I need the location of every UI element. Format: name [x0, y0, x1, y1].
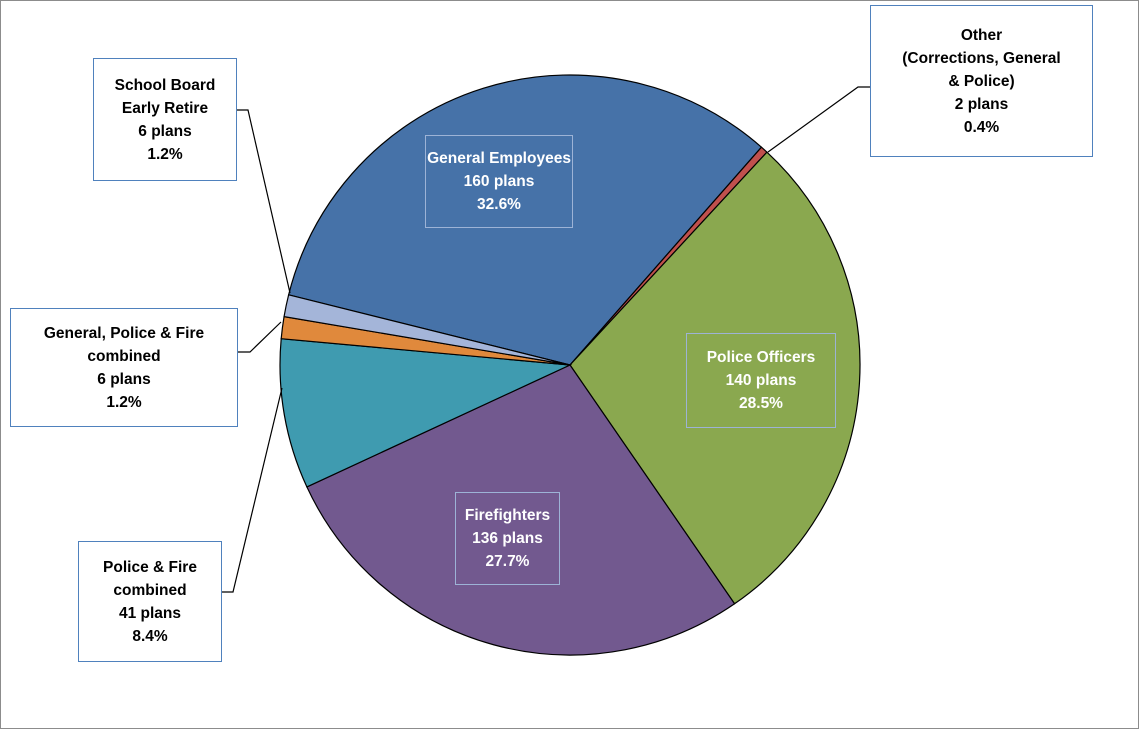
- data-label: General Employees 160 plans 32.6%: [425, 135, 573, 228]
- data-label: Police Officers 140 plans 28.5%: [686, 333, 836, 428]
- value-label: 160 plans: [463, 173, 535, 190]
- data-label: Other (Corrections, General & Police) 2 p…: [870, 5, 1093, 157]
- pie-slice: [287, 74, 763, 366]
- percent-label: 8.4%: [132, 627, 168, 645]
- leader-line: [222, 387, 283, 593]
- value-label: 2 plans: [954, 95, 1009, 113]
- category-label: General Employees: [427, 150, 571, 167]
- value-label: 6 plans: [138, 122, 192, 140]
- percent-label: 1.2%: [106, 393, 142, 411]
- percent-label: 32.6%: [477, 196, 521, 213]
- data-label: General, Police & Fire combined 6 plans 1.…: [10, 308, 238, 427]
- category-label: Police & Fire combined: [103, 558, 197, 599]
- data-label: Firefighters 136 plans 27.7%: [455, 492, 560, 585]
- leader-line: [767, 86, 870, 153]
- category-label: Firefighters: [464, 507, 551, 524]
- percent-label: 0.4%: [963, 118, 1000, 136]
- percent-label: 1.2%: [147, 145, 183, 163]
- pie-slice: [283, 294, 571, 366]
- category-label: General, Police & Fire combined: [43, 324, 205, 365]
- category-label: Other (Corrections, General & Police): [902, 26, 1061, 90]
- data-label: Police & Fire combined 41 plans 8.4%: [78, 541, 222, 662]
- value-label: 140 plans: [725, 372, 797, 389]
- category-label: Police Officers: [706, 349, 816, 366]
- value-label: 136 plans: [472, 530, 543, 547]
- percent-label: 28.5%: [739, 395, 783, 412]
- leader-line: [237, 109, 291, 294]
- slices: [279, 74, 861, 656]
- data-label: School Board Early Retire 6 plans 1.2%: [93, 58, 237, 181]
- leader-lines: [222, 86, 870, 593]
- pie-slice: [279, 338, 573, 488]
- percent-label: 27.7%: [485, 553, 530, 570]
- value-label: 6 plans: [97, 370, 151, 388]
- value-label: 41 plans: [118, 604, 182, 622]
- pie-slice: [569, 151, 861, 605]
- leader-line: [238, 321, 282, 353]
- category-label: School Board Early Retire: [114, 76, 216, 117]
